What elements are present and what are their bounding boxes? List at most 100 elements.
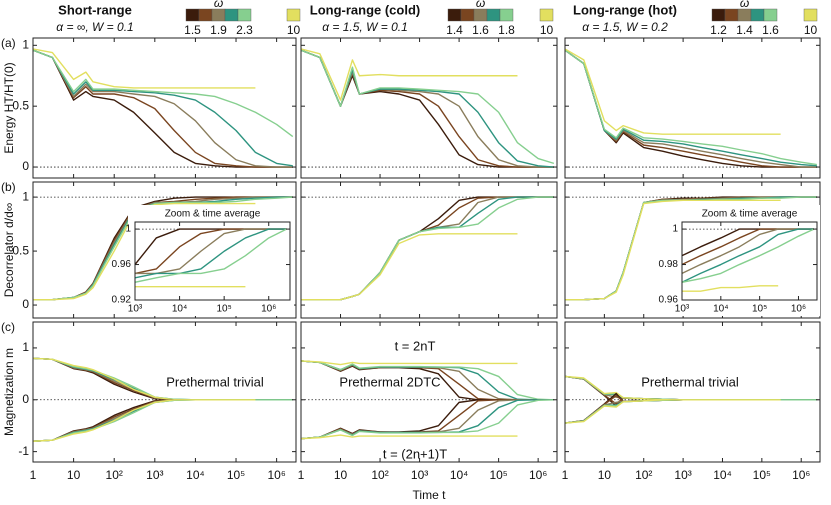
- column-title: Long-range (cold): [310, 2, 421, 17]
- x-tick-label: 10³: [128, 304, 143, 315]
- series-line: [301, 196, 554, 301]
- colorbar-swatch: [763, 8, 778, 22]
- x-tick-label: 10⁴: [713, 468, 732, 482]
- plot-frame: [32, 37, 297, 179]
- plot-frame: [300, 181, 558, 319]
- annotation: Prethermal trivial: [166, 374, 264, 389]
- plot-frame: [134, 221, 291, 301]
- y-tick-label: 1: [672, 224, 678, 235]
- x-tick-label: 10²: [371, 468, 388, 482]
- series-line: [301, 196, 554, 301]
- plot-frame: [564, 321, 821, 463]
- y-tick-label: -1: [18, 444, 29, 458]
- colorbar-label: 1.2: [710, 23, 727, 37]
- x-axis-label: Time t: [413, 488, 447, 502]
- series-line: [301, 49, 555, 165]
- annotation: Prethermal 2DTC: [339, 374, 440, 389]
- colorbar-label: 2.3: [236, 23, 253, 37]
- series-line: [301, 360, 554, 401]
- x-tick-label: 10⁶: [261, 304, 276, 315]
- series-line: [565, 399, 817, 424]
- colorbar-label: 1.9: [210, 23, 227, 37]
- colorbar-swatch: [447, 8, 462, 22]
- x-tick-label: 10⁶: [267, 468, 285, 482]
- y-axis-label: Magnetization m: [2, 348, 16, 436]
- plot-frame: [300, 321, 558, 463]
- panel-label: (b): [1, 180, 16, 194]
- plot-frame: [681, 221, 818, 301]
- x-tick-label: 10⁵: [217, 304, 232, 315]
- x-tick-label: 10⁴: [172, 304, 187, 315]
- y-tick-label: 0.96: [112, 259, 132, 270]
- annotation: t = (2n+1)T: [383, 446, 447, 461]
- x-tick-label: 10³: [675, 304, 690, 315]
- series-line: [565, 399, 817, 424]
- column-subtitle: α = ∞, W = 0.1: [56, 20, 133, 34]
- colorbar-swatch: [211, 8, 226, 22]
- series-line: [33, 49, 293, 168]
- colorbar-swatch: [185, 8, 200, 22]
- colorbar-label: 1.6: [762, 23, 779, 37]
- y-tick-label: 1: [22, 340, 29, 354]
- colorbar-swatch: [286, 8, 301, 22]
- colorbar-swatch: [486, 8, 501, 22]
- colorbar-swatch: [803, 8, 818, 22]
- colorbar-swatch: [473, 8, 488, 22]
- y-axis-label: Energy HT/HT(0): [2, 62, 16, 153]
- series-line: [301, 196, 554, 301]
- y-tick-label: 0: [22, 392, 29, 406]
- series-line: [33, 48, 256, 89]
- series-line: [301, 196, 554, 301]
- panel-label: (a): [1, 36, 16, 50]
- series-line: [33, 196, 293, 301]
- series-line: [301, 49, 554, 168]
- series-line: [301, 233, 518, 301]
- colorbar-swatch: [198, 8, 213, 22]
- colorbar-swatch: [224, 8, 239, 22]
- series-line: [301, 49, 554, 168]
- panel-label: (c): [1, 320, 15, 334]
- colorbar-label: 10: [287, 23, 301, 37]
- x-tick-label: 1: [562, 468, 569, 482]
- series-line: [682, 228, 814, 283]
- series-line: [565, 49, 817, 167]
- y-tick-label: 0.96: [659, 295, 679, 306]
- series-line: [565, 399, 781, 424]
- plot-frame: [300, 37, 558, 179]
- series-line: [682, 228, 814, 275]
- x-tick-label: 10⁵: [753, 468, 771, 482]
- y-tick-label: 0.92: [112, 295, 132, 306]
- colorbar-label: 1.4: [446, 23, 463, 37]
- series-line: [565, 49, 817, 166]
- column-subtitle: α = 1.5, W = 0.1: [322, 20, 408, 34]
- x-tick-label: 10⁶: [529, 468, 547, 482]
- series-line: [565, 199, 781, 301]
- inset-title: Zoom & time average: [165, 209, 261, 220]
- x-tick-label: 10⁴: [186, 468, 205, 482]
- plot-frame: [564, 37, 821, 179]
- colorbar-title: ω: [740, 0, 749, 10]
- series-line: [682, 228, 815, 283]
- colorbar-swatch: [711, 8, 726, 22]
- series-line: [301, 360, 518, 366]
- y-tick-label: 1: [22, 189, 29, 203]
- x-tick-label: 10⁴: [713, 304, 728, 315]
- series-line: [301, 49, 554, 168]
- x-tick-label: 10: [67, 468, 81, 482]
- series-line: [565, 399, 817, 424]
- plot-frame: [32, 181, 297, 319]
- x-tick-label: 10²: [106, 468, 123, 482]
- series-line: [565, 48, 781, 135]
- x-tick-label: 1: [30, 468, 37, 482]
- colorbar-title: ω: [476, 0, 485, 10]
- colorbar-title: ω: [214, 0, 223, 10]
- x-tick-label: 10⁵: [227, 468, 245, 482]
- series-line: [33, 399, 256, 442]
- series-line: [33, 49, 293, 167]
- x-tick-label: 10: [334, 468, 348, 482]
- y-tick-label: 0.5: [12, 98, 29, 112]
- series-line: [301, 434, 518, 440]
- series-line: [135, 228, 287, 283]
